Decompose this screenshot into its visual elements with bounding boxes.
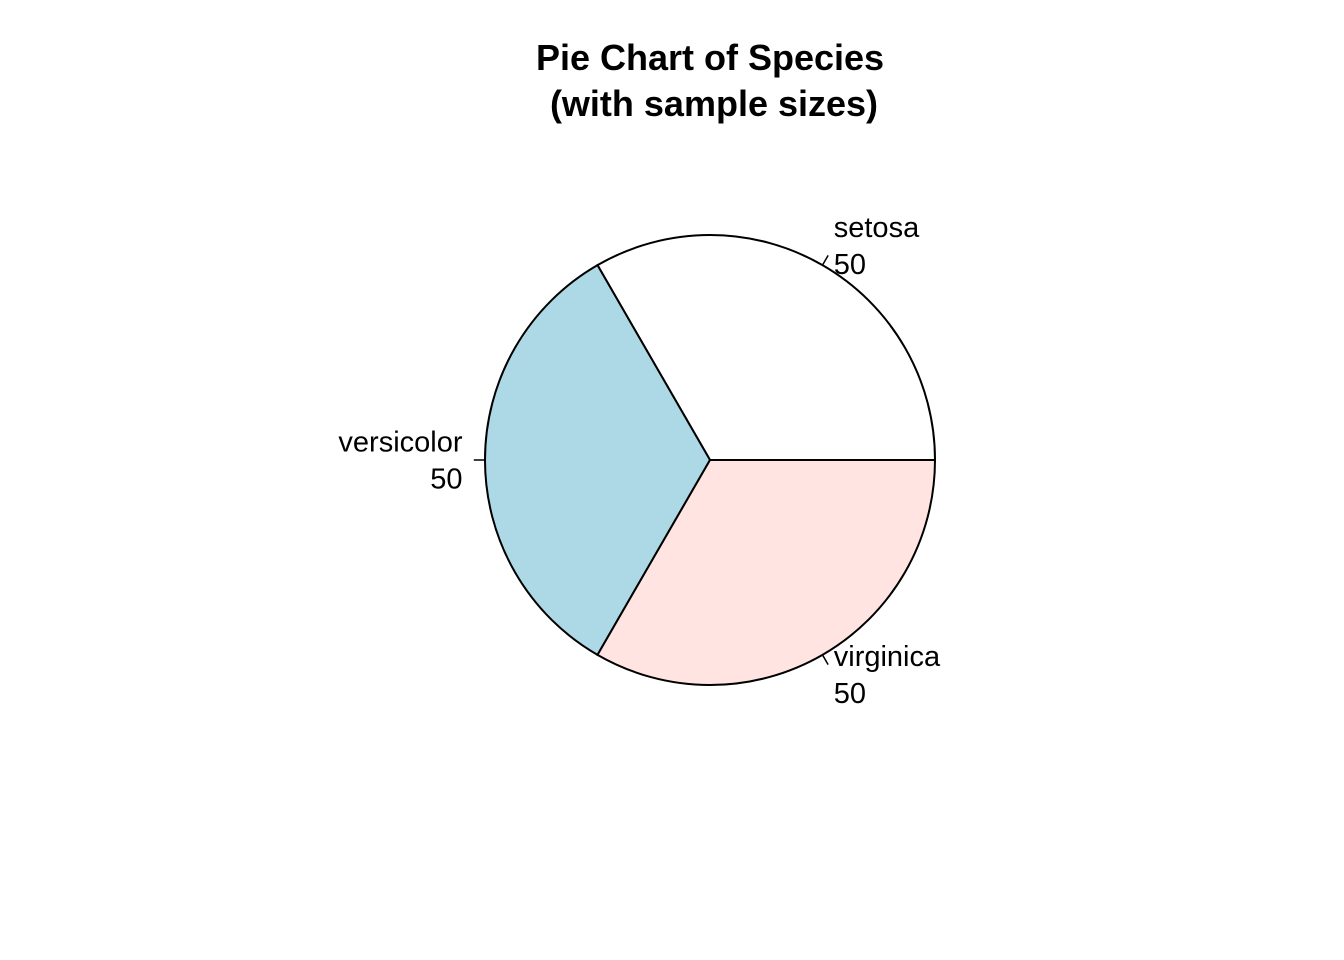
pie-labels: setosa 50 versicolor 50 virginica 50 (338, 212, 941, 710)
chart-subtitle: (with sample sizes) (550, 83, 878, 124)
pie-slice-setosa (596, 234, 937, 461)
slice-label-virginica: virginica (834, 641, 941, 673)
slice-label-setosa: setosa (834, 212, 920, 244)
slice-label-versicolor: versicolor (338, 427, 462, 459)
pie-slices (483, 234, 937, 686)
chart-title: Pie Chart of Species (536, 37, 884, 78)
slice-count-virginica: 50 (834, 678, 866, 710)
slice-count-versicolor: 50 (430, 464, 462, 496)
label-tick-virginica (821, 654, 829, 665)
slice-count-setosa: 50 (834, 249, 866, 281)
label-tick-setosa (821, 255, 829, 266)
